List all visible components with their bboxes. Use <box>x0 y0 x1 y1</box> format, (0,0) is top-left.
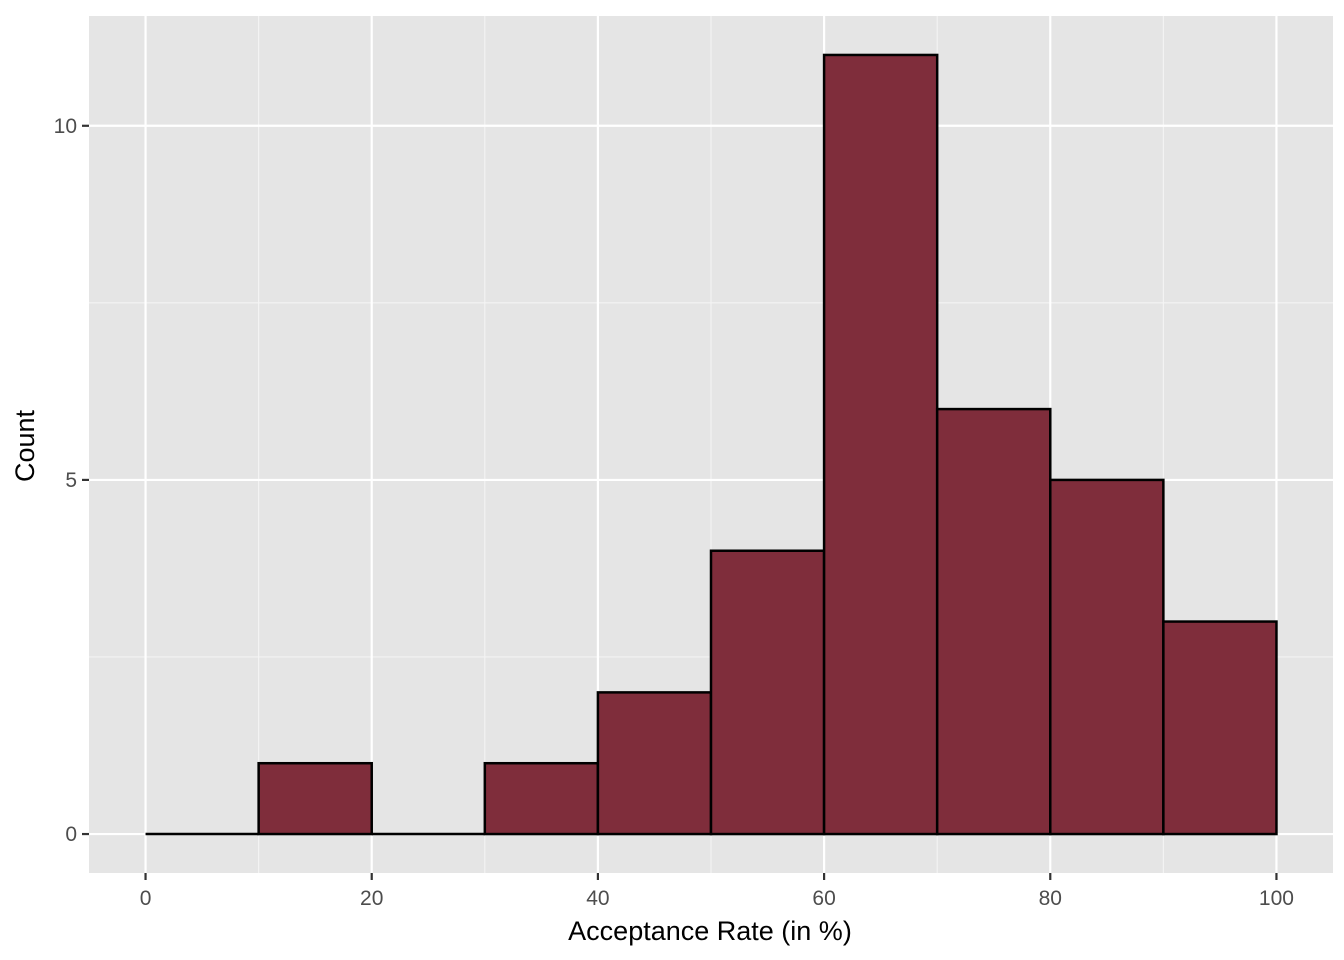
x-tick-label: 60 <box>812 887 835 910</box>
x-tick-label: 40 <box>586 887 609 910</box>
x-tick-label: 20 <box>360 887 383 910</box>
histogram-bar <box>822 53 939 836</box>
x-axis-ticks: 0 20 40 60 80 100 <box>140 873 1294 910</box>
x-axis-title: Acceptance Rate (in %) <box>568 916 852 946</box>
histogram-bar <box>1162 620 1278 836</box>
histogram-bar <box>709 549 826 836</box>
histogram-bars <box>145 53 1278 836</box>
histogram-bar <box>596 691 713 836</box>
x-tick-label: 80 <box>1039 887 1062 910</box>
histogram-bar <box>483 761 600 836</box>
x-tick-label: 100 <box>1259 887 1294 910</box>
y-axis-ticks: 0 5 10 <box>54 115 89 846</box>
x-tick-label: 0 <box>140 887 152 910</box>
y-tick-label: 10 <box>54 115 77 138</box>
histogram-bar <box>935 407 1052 836</box>
y-tick-label: 0 <box>65 823 77 846</box>
y-tick-label: 5 <box>65 469 77 492</box>
histogram-bar <box>257 761 373 836</box>
y-axis-title: Count <box>10 409 40 482</box>
histogram-bar <box>1049 478 1165 836</box>
